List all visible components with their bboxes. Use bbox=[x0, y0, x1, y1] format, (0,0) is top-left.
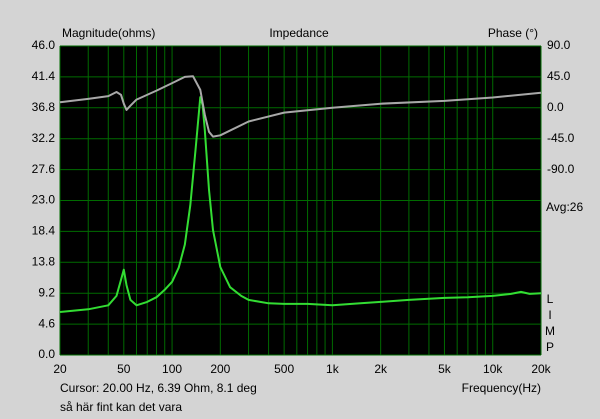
y-tick-label: 46.0 bbox=[32, 38, 56, 52]
y-tick-label: 23.0 bbox=[32, 193, 56, 207]
x-tick-label: 50 bbox=[117, 362, 131, 376]
y-tick-label: 4.6 bbox=[38, 316, 55, 330]
y-tick-label: 9.2 bbox=[38, 285, 55, 299]
y2-tick-label: 90.0 bbox=[547, 38, 571, 52]
x-tick-label: 20k bbox=[531, 362, 551, 376]
chart-title: Impedance bbox=[269, 26, 329, 40]
x-axis-label: Frequency(Hz) bbox=[462, 381, 541, 395]
x-tick-label: 2k bbox=[374, 362, 388, 376]
series-line bbox=[59, 96, 542, 313]
y2-axis-label: Phase (°) bbox=[488, 26, 538, 40]
y-tick-label: 41.4 bbox=[32, 69, 56, 83]
y-tick-label: 32.2 bbox=[32, 131, 56, 145]
avg-label: Avg:26 bbox=[546, 200, 583, 214]
note: så här fint kan det vara bbox=[60, 400, 182, 414]
x-tick-label: 500 bbox=[274, 362, 294, 376]
y-tick-label: 36.8 bbox=[32, 100, 56, 114]
x-tick-label: 10k bbox=[483, 362, 503, 376]
y2-tick-label: 45.0 bbox=[547, 69, 571, 83]
y-tick-label: 13.8 bbox=[32, 254, 56, 268]
y2-tick-label: 0.0 bbox=[547, 100, 564, 114]
x-tick-label: 200 bbox=[210, 362, 230, 376]
y2-tick-label: -90.0 bbox=[547, 162, 575, 176]
side-label: LIMP bbox=[543, 292, 557, 356]
x-tick-label: 1k bbox=[326, 362, 340, 376]
cursor-readout: Cursor: 20.00 Hz, 6.39 Ohm, 8.1 deg bbox=[60, 381, 257, 395]
y2-tick-label: -45.0 bbox=[547, 131, 575, 145]
y-axis-label: Magnitude(ohms) bbox=[62, 26, 155, 40]
series-line bbox=[59, 75, 542, 138]
x-tick-label: 100 bbox=[162, 362, 182, 376]
y-tick-label: 0.0 bbox=[38, 347, 55, 361]
x-tick-label: 20 bbox=[53, 362, 67, 376]
x-tick-label: 5k bbox=[438, 362, 452, 376]
y-tick-label: 27.6 bbox=[32, 162, 56, 176]
y-tick-label: 18.4 bbox=[32, 224, 56, 238]
